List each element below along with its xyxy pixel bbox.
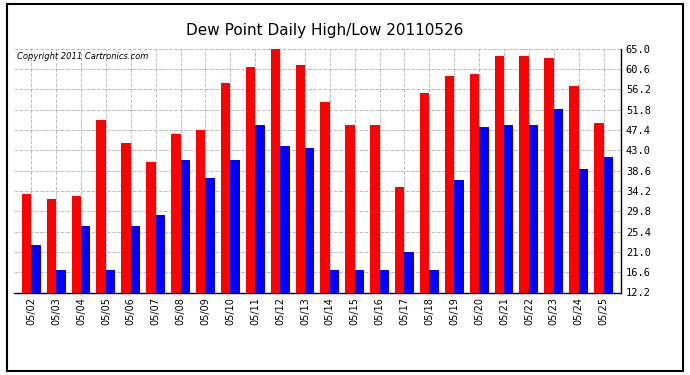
Bar xyxy=(504,125,513,349)
Bar xyxy=(72,196,81,349)
Bar xyxy=(305,148,315,349)
Bar xyxy=(445,76,454,349)
Bar xyxy=(56,270,66,349)
Bar xyxy=(345,125,355,349)
Bar xyxy=(221,83,230,349)
Bar xyxy=(604,157,613,349)
Bar xyxy=(106,270,115,349)
Bar xyxy=(31,245,41,349)
Bar xyxy=(121,143,131,349)
Bar xyxy=(196,129,206,349)
Bar xyxy=(495,56,504,349)
Bar xyxy=(380,270,389,349)
Bar xyxy=(97,120,106,349)
Bar xyxy=(470,74,479,349)
Text: Dew Point Daily High/Low 20110526: Dew Point Daily High/Low 20110526 xyxy=(186,22,463,38)
Bar xyxy=(479,127,489,349)
Bar xyxy=(131,226,140,349)
Bar xyxy=(429,270,439,349)
Bar xyxy=(594,123,604,349)
Text: Copyright 2011 Cartronics.com: Copyright 2011 Cartronics.com xyxy=(17,53,148,62)
Bar xyxy=(295,65,305,349)
Bar xyxy=(270,49,280,349)
Bar xyxy=(181,159,190,349)
Bar xyxy=(544,58,554,349)
Bar xyxy=(569,86,579,349)
Bar xyxy=(395,187,404,349)
Bar xyxy=(404,252,414,349)
Bar xyxy=(47,199,56,349)
Bar xyxy=(230,159,239,349)
Bar xyxy=(246,67,255,349)
Bar xyxy=(330,270,339,349)
Bar xyxy=(554,109,563,349)
Bar xyxy=(320,102,330,349)
Bar xyxy=(171,134,181,349)
Bar xyxy=(454,180,464,349)
Bar xyxy=(206,178,215,349)
Bar xyxy=(579,169,588,349)
Bar xyxy=(280,146,290,349)
Bar xyxy=(81,226,90,349)
Bar xyxy=(420,93,429,349)
Bar xyxy=(529,125,538,349)
Bar xyxy=(156,215,165,349)
Bar xyxy=(22,194,31,349)
Bar xyxy=(146,162,156,349)
Bar xyxy=(370,125,380,349)
Bar xyxy=(520,56,529,349)
Bar xyxy=(255,125,265,349)
Bar xyxy=(355,270,364,349)
